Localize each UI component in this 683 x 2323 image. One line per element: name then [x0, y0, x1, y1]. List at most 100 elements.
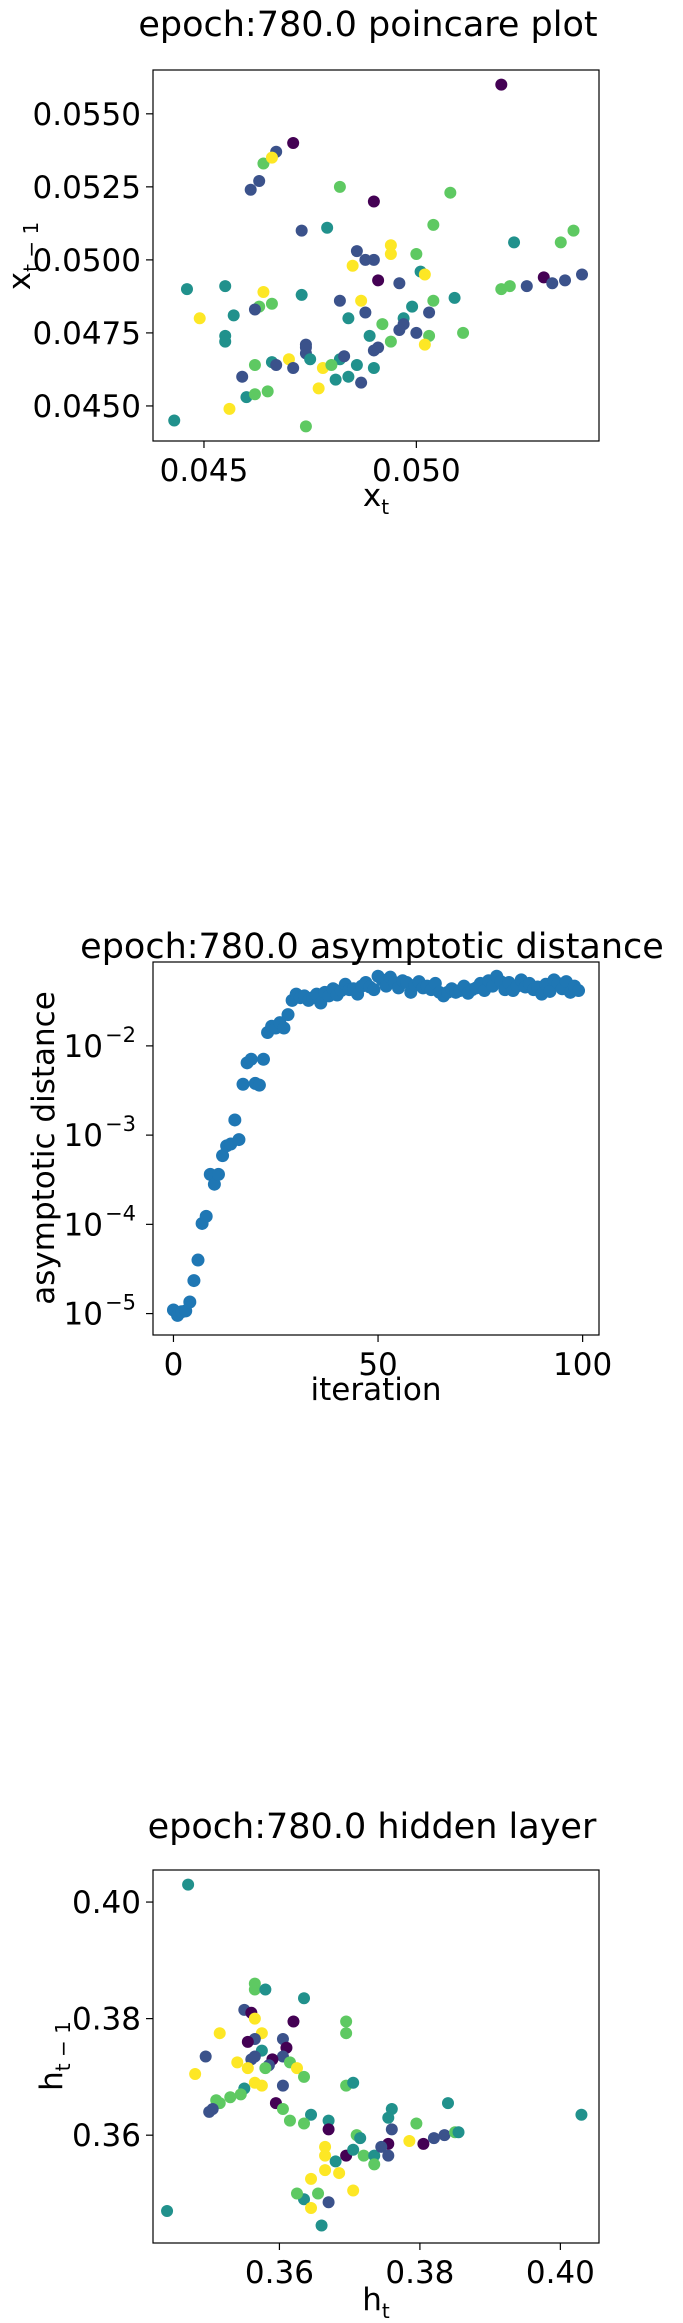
scatter-point — [319, 2149, 332, 2162]
scatter-point — [375, 2140, 388, 2153]
scatter-point — [403, 2135, 416, 2148]
y-axis-label: asymptotic distance — [26, 991, 62, 1305]
scatter-point — [234, 2088, 247, 2101]
scatter-point — [305, 2202, 318, 2215]
x-tick-label: 0.38 — [385, 2255, 454, 2291]
scatter-point — [438, 2129, 451, 2142]
scatter-point — [325, 359, 338, 372]
scatter-point — [333, 180, 346, 193]
y-tick-label: 0.0525 — [33, 170, 141, 206]
y-axis-label: xt − 1 — [2, 222, 43, 290]
y-tick-label: 0.36 — [72, 2118, 141, 2154]
scatter-point — [554, 236, 567, 249]
scatter-point — [576, 268, 589, 281]
scatter-point — [382, 2111, 395, 2124]
scatter-point — [342, 312, 355, 325]
scatter-point — [354, 2132, 367, 2145]
scatter-point — [216, 1149, 230, 1163]
scatter-point — [427, 218, 440, 231]
x-tick-label: 100 — [553, 1347, 612, 1383]
scatter-point — [295, 224, 308, 237]
scatter-point — [347, 2076, 360, 2089]
scatter-point — [277, 1021, 291, 1035]
scatter-point — [359, 306, 372, 319]
scatter-point — [257, 286, 270, 299]
scatter-point — [322, 2123, 335, 2136]
x-axis-label: iteration — [311, 1372, 442, 1408]
scatter-point — [367, 983, 381, 997]
scatter-point — [298, 2117, 311, 2130]
y-tick-exponent: −2 — [105, 1023, 136, 1047]
scatter-point — [427, 2132, 440, 2145]
scatter-point — [368, 2149, 381, 2162]
scatter-point — [567, 224, 580, 237]
scatter-point — [418, 338, 431, 351]
scatter-point — [248, 359, 261, 372]
x-axis-label: xt — [363, 478, 389, 519]
scatter-point — [543, 984, 557, 998]
scatter-point — [211, 1167, 225, 1181]
scatter-point — [350, 245, 363, 258]
scatter-point — [410, 248, 423, 261]
scatter-point — [248, 1983, 261, 1996]
scatter-point — [385, 2123, 398, 2136]
scatter-point — [207, 1177, 221, 1191]
scatter-point — [427, 294, 440, 307]
y-tick-label: 0.40 — [72, 1885, 141, 1921]
scatter-point — [384, 335, 397, 348]
y-tick-label: 10 — [64, 1118, 103, 1154]
scatter-point — [503, 280, 516, 293]
asymptotic-distance-chart: epoch:780.0 asymptotic distance 0 50 100 10… — [26, 927, 664, 1408]
scatter-point — [406, 300, 419, 313]
scatter-point — [355, 376, 368, 389]
scatter-point — [452, 2126, 465, 2139]
hidden-layer-chart: epoch:780.0 hidden layer 0.36 0.38 0.40 0.3… — [34, 1807, 600, 2323]
scatter-point — [340, 2015, 353, 2028]
chart-title: epoch:780.0 asymptotic distance — [80, 927, 664, 967]
scatter-point — [342, 370, 355, 383]
y-tick-label: 0.0450 — [33, 389, 141, 425]
y-tick-exponent: −4 — [105, 1201, 136, 1225]
chart-title: epoch:780.0 hidden layer — [148, 1807, 597, 1847]
scatter-point — [257, 157, 270, 170]
scatter-point — [223, 402, 236, 415]
scatter-point — [333, 294, 346, 307]
y-tick-label: 10 — [64, 1297, 103, 1333]
scatter-point — [382, 2149, 395, 2162]
scatter-point — [347, 2184, 360, 2197]
scatter-point — [232, 1133, 246, 1147]
scatter-point — [418, 268, 431, 281]
scatter-point — [241, 2035, 254, 2048]
scatter-point — [423, 306, 436, 319]
scatter-point — [537, 271, 550, 284]
scatter-point — [281, 1008, 295, 1022]
x-tick-label: 0.40 — [526, 2255, 595, 2291]
scatter-point — [305, 2172, 318, 2185]
scatter-point — [572, 984, 586, 998]
scatter-point — [219, 280, 232, 293]
scatter-point — [189, 2067, 202, 2080]
y-tick-label: 0.0475 — [33, 316, 141, 352]
scatter-point — [520, 280, 533, 293]
y-tick-label: 10 — [64, 1029, 103, 1065]
scatter-point — [359, 253, 372, 266]
scatter-point — [575, 2108, 588, 2121]
scatter-point — [191, 1253, 205, 1267]
scatter-point — [228, 1113, 242, 1127]
y-tick-label: 10 — [64, 1207, 103, 1243]
scatter-point — [315, 2219, 328, 2232]
scatter-point — [295, 288, 308, 301]
scatter-point — [367, 253, 380, 266]
scatter-point — [329, 2155, 342, 2168]
scatter-point — [333, 2167, 346, 2180]
scatter-point — [363, 329, 376, 342]
scatter-point — [312, 2187, 325, 2200]
scatter-point — [299, 341, 312, 354]
y-tick-label: 0.0550 — [33, 97, 141, 133]
scatter-point — [495, 78, 508, 91]
poincare-plot-chart: epoch:780.0 poincare plot 0.045 0.050 0.04… — [2, 5, 600, 519]
scatter-point — [213, 2027, 226, 2040]
scatter-point — [321, 221, 334, 234]
plot-frame — [152, 69, 600, 442]
scatter-point — [298, 1992, 311, 2005]
